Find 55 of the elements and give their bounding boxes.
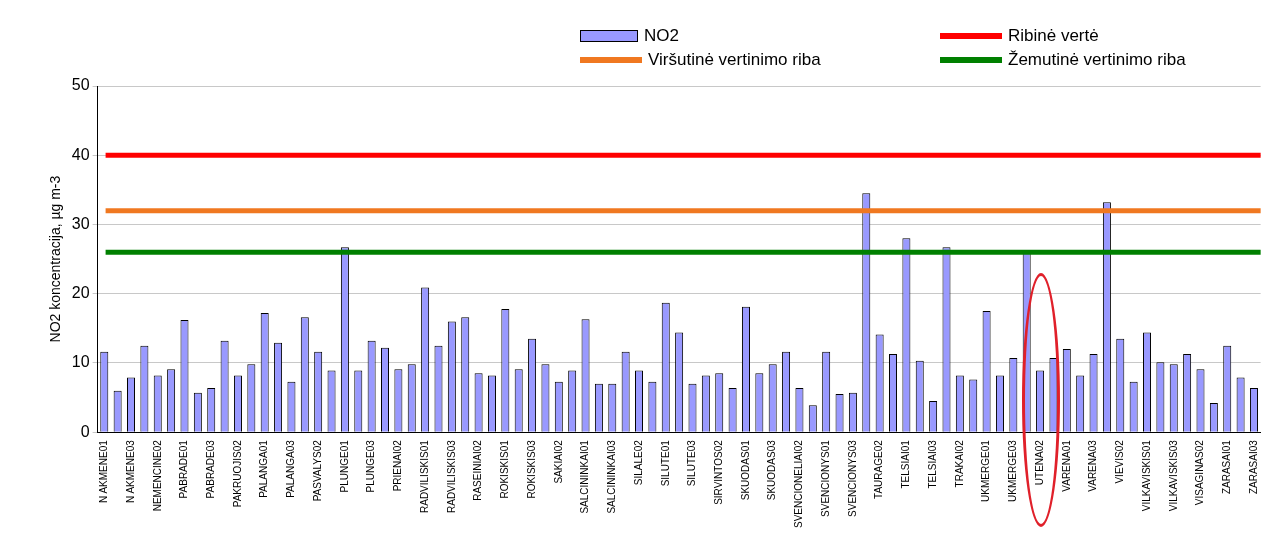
legend-label: Viršutinė vertinimo riba: [648, 50, 821, 70]
y-tick-label: 10: [71, 353, 90, 371]
y-tick-label: 30: [71, 214, 90, 232]
x-tick-label: PABRADE03: [204, 439, 216, 499]
y-tick-label: 20: [71, 284, 90, 302]
x-tick-label: TAURAGE02: [873, 439, 885, 499]
x-tick-label: SILUTE01: [659, 439, 671, 487]
x-tick-label: VILKAVISKIS01: [1140, 439, 1152, 512]
x-tick-label: SILUTE03: [686, 439, 698, 487]
x-tick-label: PLUNGE03: [365, 439, 377, 493]
x-tick-label: PASVALYS02: [311, 439, 323, 502]
x-tick-label: SILALE02: [632, 439, 644, 486]
x-tick-label: SALCININKAI03: [606, 439, 618, 514]
x-tick-label: VARENA03: [1087, 439, 1099, 492]
x-tick-label: TELSIAI01: [900, 439, 912, 489]
legend-label: Ribinė vertė: [1008, 26, 1099, 46]
x-tick-label: NEMENCINE02: [151, 439, 163, 512]
x-tick-label: SALCININKAI01: [579, 439, 591, 514]
x-tick-label: PRIENAI02: [392, 439, 404, 492]
x-tick-label: VILKAVISKIS03: [1167, 439, 1179, 512]
legend-label: NO2: [644, 26, 679, 46]
x-tick-label: UTENA02: [1033, 439, 1045, 486]
x-tick-label: PAKRUOJIS02: [231, 439, 243, 508]
x-tick-label: SVENCIONELIAI02: [793, 439, 805, 528]
y-tick-label: 50: [71, 76, 90, 94]
x-tick-label: N AKMENE03: [124, 439, 136, 503]
x-tick-label: SKUODAS03: [766, 439, 778, 501]
x-tick-label: PALANGA03: [285, 439, 297, 498]
x-tick-label: RASEINIAI02: [472, 439, 484, 501]
y-tick-label: 40: [71, 145, 90, 163]
x-tick-label: UKMERGE03: [1007, 439, 1019, 502]
x-tick-label: SKUODAS01: [739, 439, 751, 501]
x-tick-label: TELSIAI03: [926, 439, 938, 489]
x-tick-label: SVENCIONYS01: [819, 439, 831, 517]
x-tick-label: RADVILISKIS03: [445, 439, 457, 513]
x-tick-label: UKMERGE01: [980, 439, 992, 502]
legend-label: Žemutinė vertinimo riba: [1008, 50, 1186, 70]
x-tick-label: VIEVIS02: [1114, 439, 1126, 484]
y-tick-label: 0: [80, 422, 90, 440]
x-tick-label: ROKISKIS03: [525, 439, 537, 499]
x-tick-label: ZARASAI03: [1247, 439, 1259, 495]
x-tick-label: VARENA01: [1060, 439, 1072, 492]
x-tick-label: RADVILISKIS01: [418, 439, 430, 513]
x-tick-label: SAKIAI02: [552, 439, 564, 484]
x-tick-label: ROKISKIS01: [499, 439, 511, 499]
x-tick-label: VISAGINAS02: [1194, 439, 1206, 506]
x-tick-label: SIRVINTOS02: [712, 439, 724, 505]
x-tick-label: PLUNGE01: [338, 439, 350, 493]
x-tick-label: ZARASAI01: [1220, 439, 1232, 495]
x-tick-label: PALANGA01: [258, 439, 270, 498]
x-tick-label: N AKMENE01: [98, 439, 110, 503]
x-tick-label: SVENCIONYS03: [846, 439, 858, 517]
x-tick-label: PABRADE01: [178, 439, 190, 499]
y-axis-title: NO2 koncentracija, µg m-3: [47, 175, 64, 343]
x-tick-label: TRAKAI02: [953, 439, 965, 488]
